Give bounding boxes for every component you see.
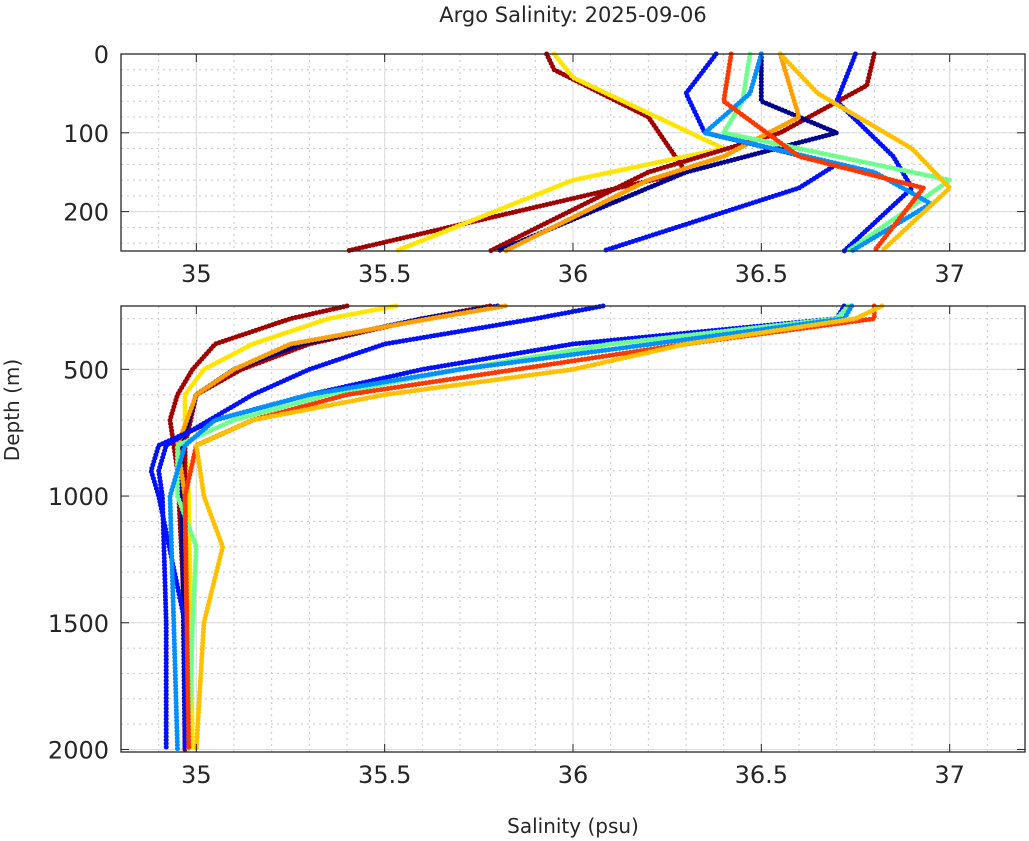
- series-profile-11: [193, 303, 885, 752]
- series-profile-3: [487, 51, 877, 254]
- series-profile-5: [175, 303, 508, 752]
- x-tick-label: 37: [934, 761, 965, 789]
- y-tick-label: 200: [63, 199, 109, 227]
- x-tick-label: 35: [181, 761, 212, 789]
- y-tick-label: 2000: [48, 736, 109, 764]
- series-profile-10: [721, 51, 926, 254]
- series-profile-4: [495, 51, 840, 254]
- y-tick-label: 0: [94, 41, 109, 69]
- y-tick-label: 100: [63, 120, 109, 148]
- series-profile-10: [182, 303, 877, 752]
- x-axis-label: Salinity (psu): [507, 814, 639, 838]
- series-profile-7: [834, 51, 915, 254]
- series-profile-11: [777, 51, 953, 254]
- series-profile-5: [502, 51, 802, 254]
- x-tick-label: 35.5: [358, 761, 411, 789]
- x-tick-label: 36.5: [735, 761, 788, 789]
- upper-panel: 35 35.5 36 36.5 37 0 100 200: [63, 41, 1026, 288]
- series-profile-9: [167, 303, 855, 752]
- lower-panel: 35 35.5 36 36.5 37 500 1000 1500 2000: [48, 303, 1026, 789]
- y-tick-label: 1500: [48, 610, 109, 638]
- y-tick-label: 1000: [48, 483, 109, 511]
- y-axis-label: Depth (m): [0, 359, 24, 461]
- x-tick-label: 37: [934, 260, 965, 288]
- x-tick-label: 36.5: [735, 260, 788, 288]
- x-tick-label: 36: [558, 260, 589, 288]
- chart-title: Argo Salinity: 2025-09-06: [439, 3, 706, 27]
- series-profile-8: [175, 303, 851, 752]
- x-tick-label: 35: [181, 260, 212, 288]
- series-profile-8: [721, 51, 953, 254]
- x-tick-label: 35.5: [358, 260, 411, 288]
- x-tick-label: 36: [558, 761, 589, 789]
- y-tick-label: 500: [63, 356, 109, 384]
- series-profile-1: [344, 51, 689, 254]
- series-profile-9: [702, 51, 934, 254]
